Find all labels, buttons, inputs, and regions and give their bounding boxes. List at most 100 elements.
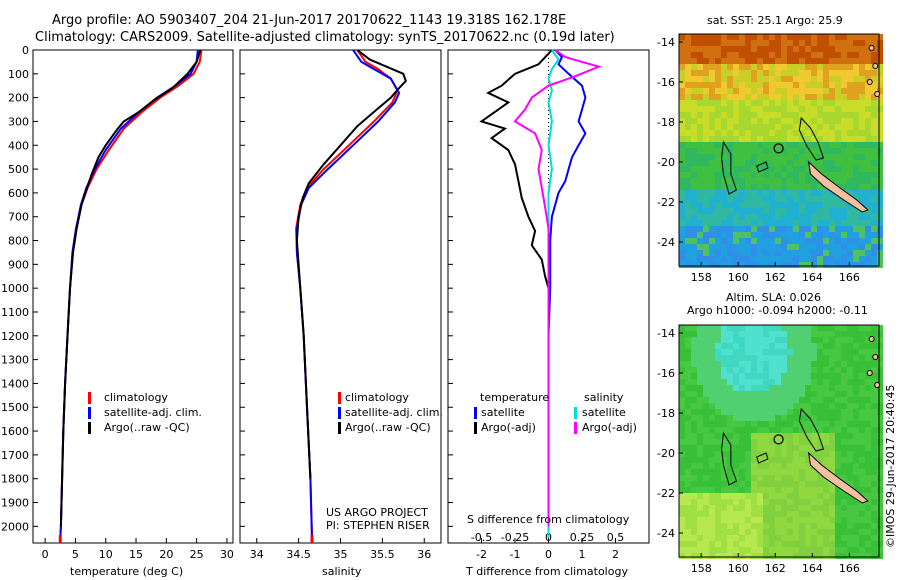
depth-tick-label: 800 [8,235,29,248]
sla-map-subtitle: Argo h1000: -0.094 h2000: -0.11 [687,304,868,317]
depth-tick-label: 1000 [1,282,29,295]
salinity-legend-argo: Argo(..raw -QC) [345,421,431,434]
sla-map-ytick-label: -24 [657,527,675,540]
depth-tick-label: 1900 [1,497,29,510]
sst-map-ytick-label: -24 [657,236,675,249]
sst-map-ytick-label: -18 [657,116,675,129]
salinity-series-satellite-adj-clim- [295,49,401,539]
sla-map-island [807,451,869,504]
salinity-legend-swatch-red [338,392,341,404]
sst-map-islet [866,79,873,85]
temperature-series-climatology [59,49,203,539]
sst-map-ytick-label: -20 [657,156,675,169]
sst-map-ytick-label: -22 [657,196,675,209]
project-pi: PI: STEPHEN RISER [326,519,430,532]
depth-tick-label: 400 [8,139,29,152]
sst-map-frame [678,33,880,267]
salinity-legend-satellite: satellite-adj. clim. [345,406,443,419]
sst-map-xtick-label: 162 [765,271,786,284]
depth-tick-label: 2000 [1,520,29,533]
sla-map-islet [874,382,881,388]
difference-xtick-label: 0 [545,548,552,561]
depth-tick-label: 100 [8,68,29,81]
chart-title-line1: Argo profile: AO 5903407_204 21-Jun-2017… [52,13,567,28]
diff-legend-swatch-magenta [574,422,577,434]
sla-map-ytick-label: -22 [657,487,675,500]
depth-tick-label: 300 [8,115,29,128]
salinity-axis-label: salinity [322,565,362,578]
depth-tick-label: 1800 [1,473,29,486]
diff-legend-swatch-black [474,422,477,434]
depth-tick-label: 900 [8,258,29,271]
sst-map-islet [868,45,875,51]
sla-map-xtick-label: 160 [728,562,749,575]
diff-legend-s-argo: Argo(-adj) [582,421,637,434]
salinity-xtick-label: 34 [250,548,264,561]
salinity-xtick-label: 36 [417,548,431,561]
diff-legend-s-satellite: satellite [582,406,626,419]
salinity-legend-swatch-blue [338,407,341,419]
sst-map-xtick-label: 158 [691,271,712,284]
temperature-axis-label: temperature (deg C) [70,565,184,578]
temperature-series-argo-raw-qc- [59,49,202,527]
temperature-xtick-label: 25 [190,548,204,561]
depth-tick-label: 1700 [1,449,29,462]
sst-map-islet [872,63,879,69]
s-diff-tick-label: -0.5 [471,531,492,544]
sst-map-xtick-label: 164 [802,271,823,284]
temperature-panel-frame [32,49,234,544]
imos-credit: ©IMOS 29-Jun-2017 20:40:45 [884,384,897,548]
sst-map-reef-outline [798,116,825,161]
sst-map-reef-outline [756,161,769,173]
tick-layer: 0 5 10 15 20 25 300100200300400500600700800900… [1,44,624,561]
sla-map-title: Altim. SLA: 0.026 [726,291,822,304]
sst-map-island [807,160,869,213]
temperature-legend-swatch-black [88,422,91,434]
difference-series-t-argo-adj- [479,49,553,527]
sst-map-ytick-label: -14 [657,36,675,49]
sla-map-xtick-label: 166 [839,562,860,575]
sst-map-xtick-label: 166 [839,271,860,284]
temperature-xtick-label: 0 [42,548,49,561]
depth-tick-label: 600 [8,187,29,200]
temperature-legend-swatch-red [88,392,91,404]
sla-map-xtick-label: 164 [802,562,823,575]
salinity-series-argo-raw-qc- [295,49,407,479]
salinity-xtick-label: 34.5 [286,548,311,561]
project-name: US ARGO PROJECT [326,506,428,519]
depth-tick-label: 1300 [1,354,29,367]
temperature-legend-argo: Argo(..raw -QC) [104,421,190,434]
s-diff-tick-label: 0.5 [607,531,625,544]
sla-map-ytick-label: -18 [657,407,675,420]
depth-tick-label: 200 [8,92,29,105]
sla-map-xtick-label: 158 [691,562,712,575]
sla-map-argo-marker [773,434,784,445]
sst-map-title: sat. SST: 25.1 Argo: 25.9 [707,14,843,27]
sla-map-ytick-label: -20 [657,447,675,460]
temperature-legend-satellite: satellite-adj. clim. [104,406,202,419]
diff-legend-t-argo: Argo(-adj) [481,421,536,434]
sst-map: 158 160 162 164 166 -14 -16 -18 -20 -22 -24 [657,33,883,284]
sla-map-ytick-label: -16 [657,367,675,380]
temperature-xtick-label: 20 [159,548,173,561]
t-difference-axis-label: T difference from climatology [466,565,628,578]
sst-map-reef-outline [721,140,738,195]
temperature-legend-climatology: climatology [104,391,168,404]
sla-map-reef-outline [798,407,825,452]
diff-legend-temperature-title: temperature [480,391,550,404]
chart-title-line2: Climatology: CARS2009. Satellite-adjuste… [35,30,615,45]
depth-tick-label: 1200 [1,330,29,343]
s-difference-axis-label: S difference from climatology [467,513,630,526]
sla-map-reef-outline [756,452,769,464]
sst-map-argo-marker [773,143,784,154]
difference-series-t-satellite [547,49,587,539]
depth-tick-label: 1600 [1,425,29,438]
difference-series-s-argo-adj- [513,49,602,527]
salinity-legend-swatch-black [338,422,341,434]
series-layer [58,49,602,543]
s-diff-tick-label: 0.25 [570,531,595,544]
salinity-xtick-label: 35 [334,548,348,561]
depth-tick-label: 1500 [1,401,29,414]
temperature-legend-swatch-blue [88,407,91,419]
